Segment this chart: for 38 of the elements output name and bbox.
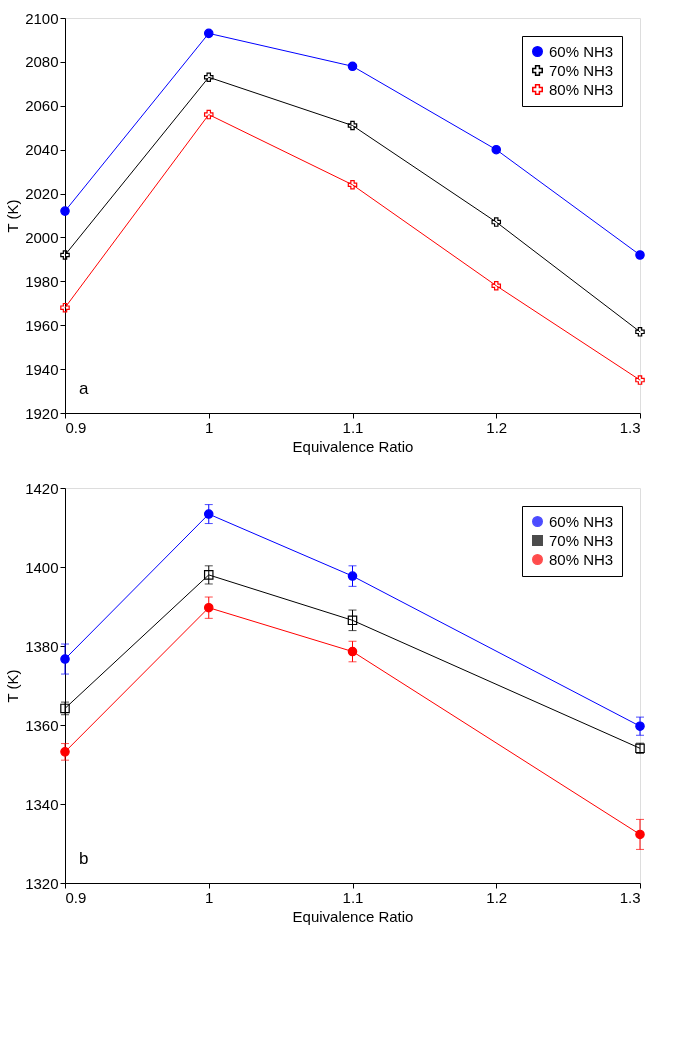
y-tick-label: 1980 (25, 272, 59, 290)
x-tick-label: 0.9 (65, 418, 87, 436)
annotation: a (79, 379, 89, 398)
legend-label: 80% NH3 (549, 550, 614, 568)
x-tick-label: 1.1 (342, 418, 364, 436)
y-tick-label: 2040 (25, 141, 59, 159)
y-tick-label: 1920 (25, 404, 59, 422)
y-axis-title: T (K) (4, 199, 22, 233)
x-tick-label: 1.3 (619, 888, 641, 906)
legend-label: 70% NH3 (549, 531, 614, 549)
x-tick-label: 1.2 (486, 888, 508, 906)
y-tick-label: 2080 (25, 53, 59, 71)
y-tick-label: 2060 (25, 97, 59, 115)
legend-label: 60% NH3 (549, 42, 614, 60)
legend-label: 80% NH3 (549, 80, 614, 98)
legend-label: 60% NH3 (549, 512, 614, 530)
y-tick-label: 1960 (25, 316, 59, 334)
x-tick-label: 1.2 (486, 418, 508, 436)
y-tick-label: 2000 (25, 228, 59, 246)
y-tick-label: 1360 (25, 716, 59, 734)
x-tick-label: 1 (205, 888, 214, 906)
y-tick-label: 1420 (25, 479, 59, 497)
annotation: b (79, 849, 89, 868)
x-axis-title: Equivalence Ratio (292, 437, 414, 455)
y-tick-label: 1400 (25, 558, 59, 576)
y-tick-label: 1380 (25, 637, 59, 655)
x-tick-label: 1.3 (619, 418, 641, 436)
y-tick-label: 1320 (25, 874, 59, 892)
y-axis-title: T (K) (4, 669, 22, 703)
y-tick-label: 2020 (25, 185, 59, 203)
x-axis-title: Equivalence Ratio (292, 907, 414, 925)
y-tick-label: 1940 (25, 360, 59, 378)
x-tick-label: 1.1 (342, 888, 364, 906)
x-tick-label: 1 (205, 418, 214, 436)
y-tick-label: 2100 (25, 9, 59, 27)
legend-label: 70% NH3 (549, 61, 614, 79)
x-tick-label: 0.9 (65, 888, 87, 906)
y-tick-label: 1340 (25, 795, 59, 813)
